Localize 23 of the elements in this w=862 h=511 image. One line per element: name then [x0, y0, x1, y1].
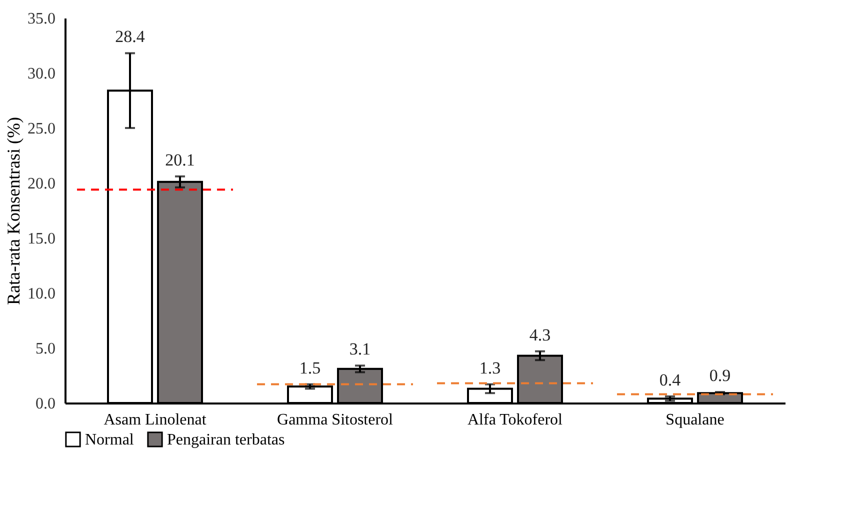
y-axis-title: Rata-rata Konsentrasi (%) [4, 117, 24, 305]
data-label: 1.3 [479, 358, 501, 378]
y-tick-label: 30.0 [28, 66, 56, 82]
y-tick-label: 5.0 [36, 340, 56, 358]
y-tick-label: 20.0 [28, 176, 56, 192]
data-label: 3.1 [349, 340, 371, 359]
y-tick-label: 25.0 [28, 120, 56, 138]
y-tick-label: 15.0 [28, 230, 56, 248]
x-tick-label: Squalane [666, 412, 724, 428]
y-tick-label: 35.0 [28, 10, 56, 28]
data-label: 20.1 [165, 150, 195, 170]
legend-label: Pengairan terbatas [167, 431, 285, 448]
x-tick-label: Asam Linolenat [104, 412, 207, 428]
data-label: 28.4 [115, 27, 146, 46]
data-label: 4.3 [529, 325, 551, 344]
data-label: 0.9 [709, 366, 731, 385]
x-tick-label: Alfa Tokoferol [468, 412, 564, 428]
data-label: 1.5 [299, 358, 321, 378]
y-tick-label: 0.0 [36, 396, 56, 412]
y-tick-label: 10.0 [28, 286, 56, 302]
legend-label: Normal [85, 431, 134, 448]
data-label: 0.4 [659, 370, 682, 390]
x-tick-label: Gamma Sitosterol [277, 412, 394, 428]
